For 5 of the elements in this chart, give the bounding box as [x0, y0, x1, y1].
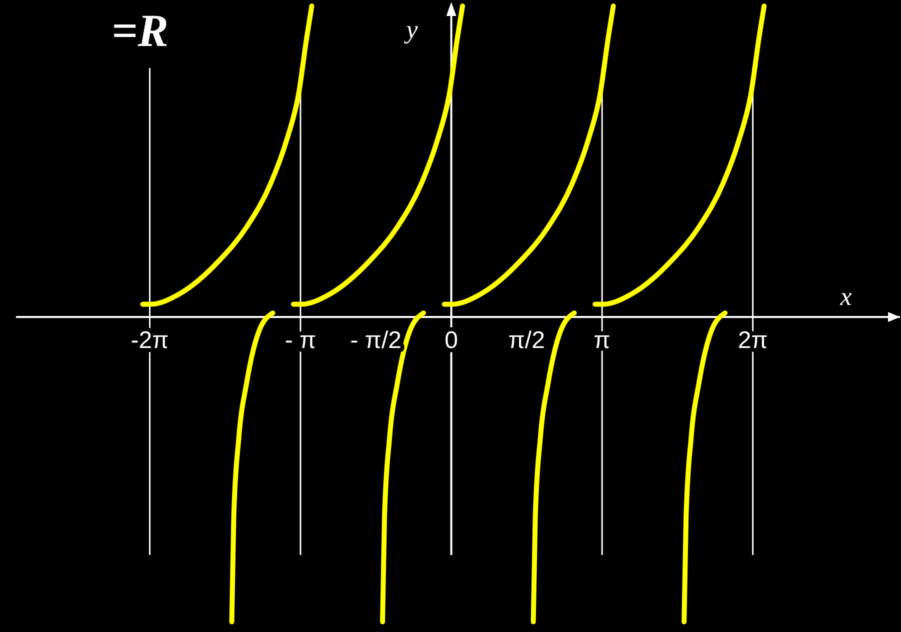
chart-title: =R: [112, 5, 168, 56]
x-axis-title: x: [839, 282, 852, 311]
y-axis-title: y: [403, 15, 418, 44]
x-tick-label: π/2: [508, 327, 545, 354]
x-tick-label: - π/2: [350, 327, 402, 354]
